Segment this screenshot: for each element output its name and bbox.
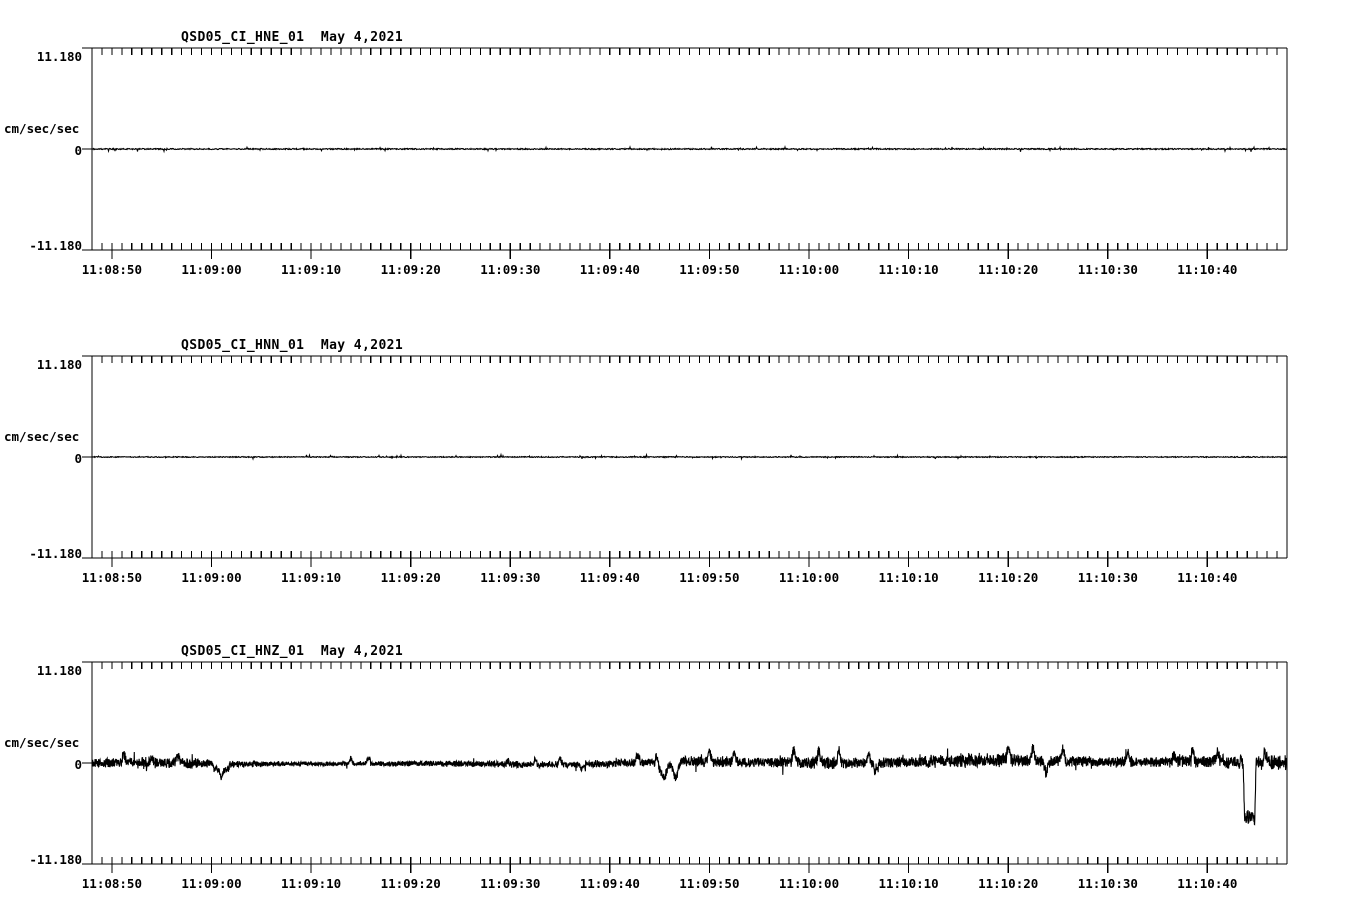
y-axis-min-label-hnn: -11.180 [29,546,82,561]
waveform-trace-hnn [91,452,1288,461]
minor-ticks-top-hnn [91,356,1288,567]
x-tick-label: 11:10:40 [1177,570,1238,585]
y-axis-zero-label-hnz: 0 [74,757,82,772]
panel-title-hnz: QSD05_CI_HNZ_01 May 4,2021 [181,644,404,659]
x-tick-label: 11:10:30 [1077,570,1138,585]
panel-hnz: QSD05_CI_HNZ_01 May 4,2021 cm/sec/sec 11… [0,618,1358,924]
x-tick-label: 11:09:50 [679,262,740,277]
x-tick-label: 11:10:20 [978,262,1039,277]
x-tick-label: 11:09:10 [280,262,342,277]
x-tick-label: 11:08:50 [81,876,142,891]
x-tick-label: 11:09:30 [480,876,541,891]
plot-area-hne [82,47,1288,259]
y-axis-max-label-hnn: 11.180 [36,357,82,372]
x-tick-label: 11:09:40 [579,876,640,891]
x-tick-label: 11:09:00 [181,570,242,585]
x-tick-label: 11:09:20 [380,262,441,277]
x-tick-label: 11:08:50 [81,262,142,277]
x-tick-label: 11:09:40 [579,570,640,585]
x-tick-label: 11:09:20 [380,570,441,585]
x-tick-label: 11:10:10 [878,262,939,277]
y-axis-units-hne: cm/sec/sec [4,121,80,136]
y-axis-ticks-hnn [82,355,92,559]
x-tick-label: 11:10:10 [878,876,939,891]
x-tick-label: 11:10:10 [878,570,939,585]
x-tick-label: 11:09:00 [181,876,242,891]
y-axis-min-label-hnz: -11.180 [29,852,82,867]
minor-ticks-top-hne [91,48,1288,259]
x-tick-label: 11:09:40 [579,262,640,277]
x-tick-label: 11:09:50 [679,570,740,585]
plot-area-hnz [82,661,1288,873]
x-tick-label: 11:10:00 [778,570,840,585]
plot-area-hnn [82,355,1288,567]
y-axis-zero-label-hnn: 0 [74,451,82,466]
x-tick-label: 11:10:20 [978,570,1039,585]
x-tick-label: 11:10:40 [1177,262,1238,277]
x-tick-label: 11:09:50 [679,876,740,891]
x-tick-label: 11:10:40 [1177,876,1238,891]
x-tick-label: 11:10:00 [778,262,840,277]
minor-ticks-top-hnz [91,662,1288,873]
y-axis-min-label-hne: -11.180 [29,238,82,253]
y-axis-ticks-hnz [82,661,92,865]
x-tick-label: 11:09:30 [480,262,541,277]
y-axis-ticks-hne [82,47,92,251]
waveform-trace-hnz [91,743,1288,826]
y-axis-max-label-hnz: 11.180 [36,663,82,678]
y-axis-zero-label-hne: 0 [74,143,82,158]
x-tick-label: 11:10:30 [1077,262,1138,277]
x-tick-label: 11:09:10 [280,876,342,891]
y-axis-units-hnz: cm/sec/sec [4,735,80,750]
y-axis-max-label-hne: 11.180 [36,49,82,64]
x-tick-label: 11:10:20 [978,876,1039,891]
x-tick-label: 11:09:30 [480,570,541,585]
x-tick-label: 11:09:20 [380,876,441,891]
x-tick-label: 11:09:10 [280,570,342,585]
panel-title-hnn: QSD05_CI_HNN_01 May 4,2021 [181,338,404,353]
panel-hnn: QSD05_CI_HNN_01 May 4,2021 cm/sec/sec 11… [0,308,1358,618]
panel-hne: QSD05_CI_HNE_01 May 4,2021 cm/sec/sec 11… [0,0,1358,310]
x-tick-label: 11:09:00 [181,262,242,277]
x-tick-label: 11:08:50 [81,570,142,585]
waveform-trace-hne [91,145,1288,154]
x-tick-label: 11:10:00 [778,876,840,891]
x-tick-label: 11:10:30 [1077,876,1138,891]
y-axis-units-hnn: cm/sec/sec [4,429,80,444]
panel-title-hne: QSD05_CI_HNE_01 May 4,2021 [181,30,404,45]
